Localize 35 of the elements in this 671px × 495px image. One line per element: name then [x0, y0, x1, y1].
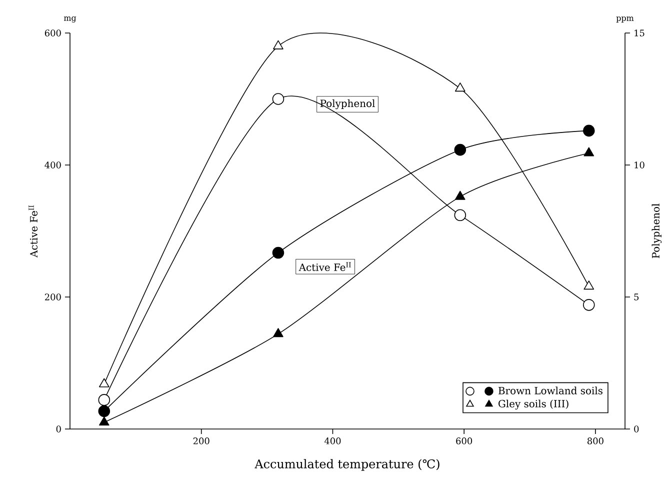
- y-tick-label: 200: [44, 294, 61, 300]
- y2-tick-label: 0: [634, 426, 639, 432]
- y-tick-label: 400: [44, 162, 61, 168]
- y-tick-label: 0: [56, 426, 61, 432]
- x-tick-label: 800: [587, 438, 604, 444]
- point: [582, 299, 595, 311]
- legend-label: Brown Lowland soils: [498, 386, 602, 394]
- y2-tick-label: 15: [634, 30, 644, 36]
- legend-label: Gley soils (III): [498, 400, 568, 410]
- y2-tick-label: 5: [634, 294, 639, 300]
- y2-tick-label: 10: [634, 162, 644, 168]
- annotation: Active Fe$^{II}$: [298, 262, 351, 272]
- point: [454, 209, 466, 222]
- point: [98, 378, 110, 388]
- point: [273, 40, 284, 50]
- x-axis-title: Accumulated temperature (℃): [254, 459, 440, 471]
- point: [272, 93, 284, 105]
- x-tick-label: 400: [324, 438, 341, 444]
- annotation: Polyphenol: [320, 99, 375, 110]
- point: [272, 246, 284, 259]
- y-tick-label: 600: [44, 30, 61, 36]
- y-axis-title: Active Fe$^{II}$: [28, 205, 38, 258]
- point: [98, 394, 110, 406]
- point: [584, 147, 594, 156]
- x-tick-label: 600: [456, 438, 472, 444]
- x-tick-label: 200: [193, 438, 210, 444]
- point: [454, 190, 466, 200]
- point: [98, 405, 110, 418]
- point: [454, 82, 466, 92]
- point: [582, 124, 595, 137]
- point: [98, 416, 110, 426]
- point: [273, 328, 284, 338]
- point: [584, 280, 594, 290]
- y2-axis-title: Polyphenol: [652, 204, 662, 258]
- point: [454, 144, 466, 156]
